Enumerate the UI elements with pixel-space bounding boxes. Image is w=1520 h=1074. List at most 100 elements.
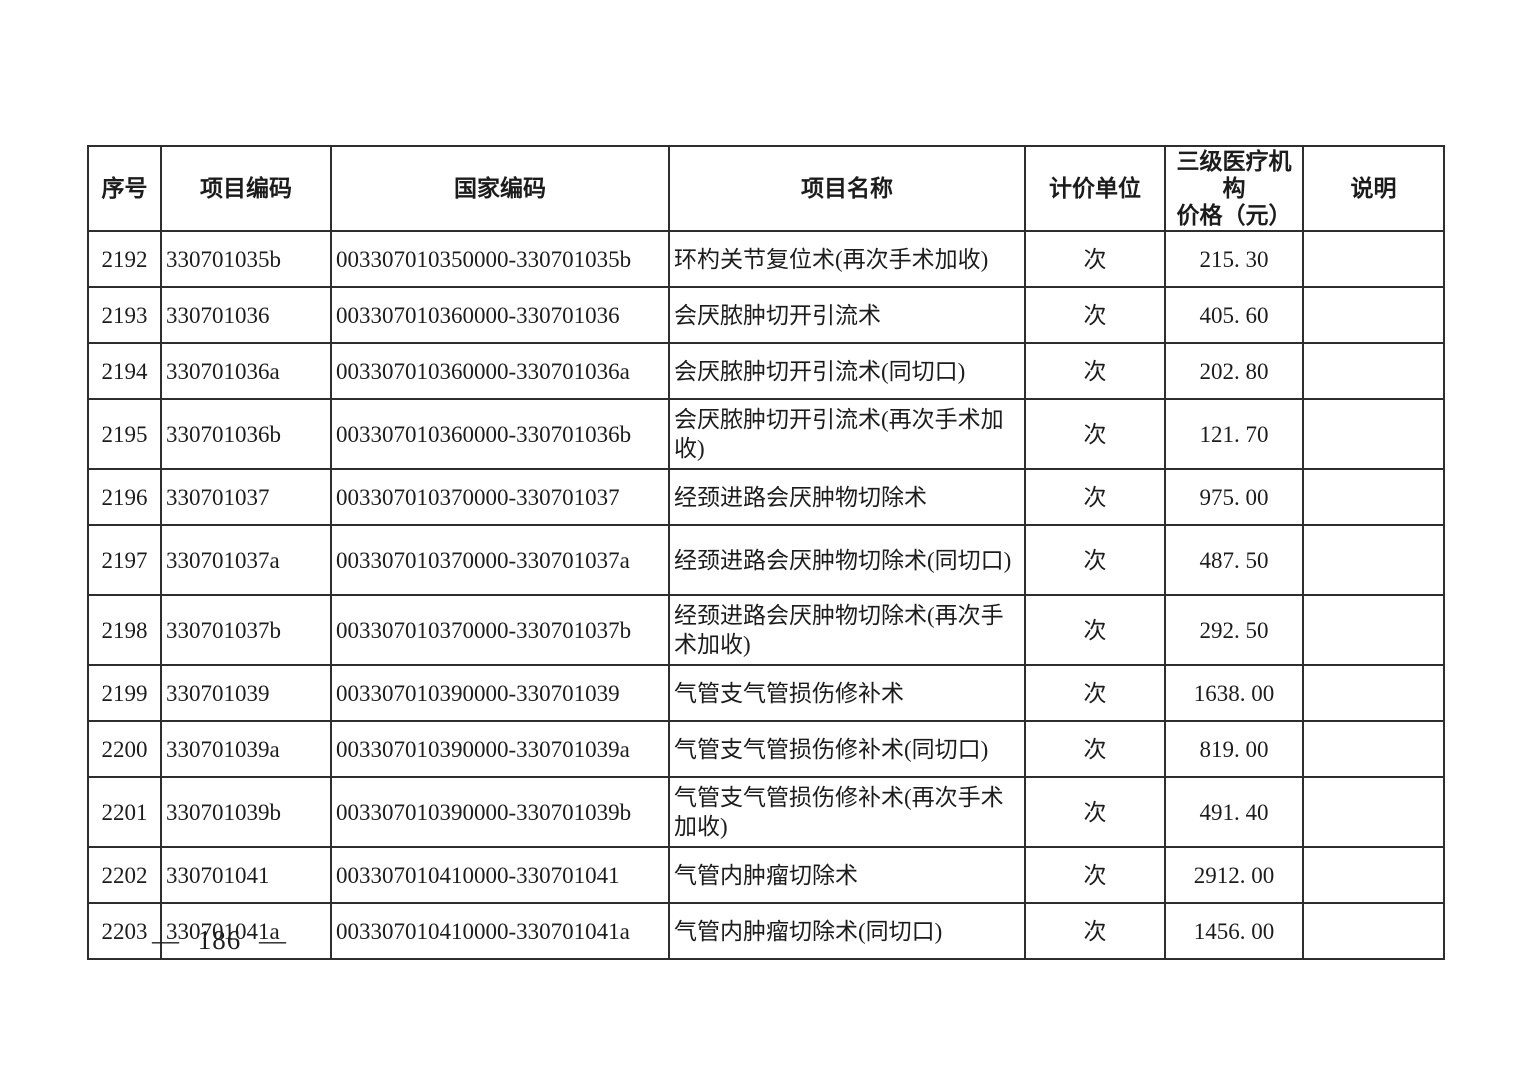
cell-price: 121. 70 [1164, 398, 1304, 470]
cell-seq: 2200 [87, 720, 162, 778]
table-row: 2193 330701036 003307010360000-330701036… [87, 286, 1445, 344]
cell-unit: 次 [1024, 342, 1166, 400]
cell-unit: 次 [1024, 594, 1166, 666]
cell-note [1302, 524, 1445, 596]
cell-unit: 次 [1024, 776, 1166, 848]
cell-price: 405. 60 [1164, 286, 1304, 344]
cell-price: 491. 40 [1164, 776, 1304, 848]
table-row: 2203 330701041a 003307010410000-33070104… [87, 902, 1445, 960]
cell-project-code: 330701036 [160, 286, 332, 344]
cell-project-code: 330701037b [160, 594, 332, 666]
table-row: 2201 330701039b 003307010390000-33070103… [87, 776, 1445, 848]
cell-unit: 次 [1024, 524, 1166, 596]
cell-national-code: 003307010370000-330701037 [330, 468, 670, 526]
table-row: 2192 330701035b 003307010350000-33070103… [87, 230, 1445, 288]
cell-note [1302, 846, 1445, 904]
cell-price: 2912. 00 [1164, 846, 1304, 904]
cell-project-code: 330701036a [160, 342, 332, 400]
cell-price: 1456. 00 [1164, 902, 1304, 960]
cell-national-code: 003307010370000-330701037b [330, 594, 670, 666]
header-note: 说明 [1302, 145, 1445, 232]
header-seq: 序号 [87, 145, 162, 232]
cell-price: 1638. 00 [1164, 664, 1304, 722]
cell-unit: 次 [1024, 398, 1166, 470]
cell-project-name: 气管支气管损伤修补术 [668, 664, 1026, 722]
cell-unit: 次 [1024, 720, 1166, 778]
cell-note [1302, 286, 1445, 344]
cell-national-code: 003307010370000-330701037a [330, 524, 670, 596]
cell-note [1302, 398, 1445, 470]
header-price-line2: 价格（元） [1176, 202, 1292, 228]
cell-note [1302, 720, 1445, 778]
cell-project-code: 330701039 [160, 664, 332, 722]
cell-unit: 次 [1024, 902, 1166, 960]
cell-national-code: 003307010360000-330701036a [330, 342, 670, 400]
cell-note [1302, 468, 1445, 526]
table-row: 2197 330701037a 003307010370000-33070103… [87, 524, 1445, 596]
cell-project-name: 会厌脓肿切开引流术(同切口) [668, 342, 1026, 400]
cell-national-code: 003307010390000-330701039a [330, 720, 670, 778]
header-price: 三级医疗机构 价格（元） [1164, 145, 1304, 232]
cell-project-name: 经颈进路会厌肿物切除术 [668, 468, 1026, 526]
cell-national-code: 003307010360000-330701036b [330, 398, 670, 470]
cell-seq: 2198 [87, 594, 162, 666]
cell-note [1302, 230, 1445, 288]
cell-national-code: 003307010390000-330701039b [330, 776, 670, 848]
header-project-code: 项目编码 [160, 145, 332, 232]
header-project-name: 项目名称 [668, 145, 1026, 232]
header-unit: 计价单位 [1024, 145, 1166, 232]
cell-project-name: 会厌脓肿切开引流术(再次手术加收) [668, 398, 1026, 470]
cell-project-code: 330701039b [160, 776, 332, 848]
cell-seq: 2199 [87, 664, 162, 722]
cell-seq: 2192 [87, 230, 162, 288]
cell-note [1302, 594, 1445, 666]
cell-price: 292. 50 [1164, 594, 1304, 666]
cell-seq: 2196 [87, 468, 162, 526]
cell-project-code: 330701035b [160, 230, 332, 288]
cell-seq: 2203 [87, 902, 162, 960]
cell-seq: 2193 [87, 286, 162, 344]
table-row: 2195 330701036b 003307010360000-33070103… [87, 398, 1445, 470]
cell-project-code: 330701037 [160, 468, 332, 526]
cell-note [1302, 664, 1445, 722]
cell-unit: 次 [1024, 286, 1166, 344]
cell-project-name: 气管支气管损伤修补术(同切口) [668, 720, 1026, 778]
cell-national-code: 003307010390000-330701039 [330, 664, 670, 722]
cell-seq: 2201 [87, 776, 162, 848]
cell-note [1302, 776, 1445, 848]
cell-national-code: 003307010350000-330701035b [330, 230, 670, 288]
cell-unit: 次 [1024, 846, 1166, 904]
cell-price: 487. 50 [1164, 524, 1304, 596]
cell-project-name: 会厌脓肿切开引流术 [668, 286, 1026, 344]
cell-project-code: 330701037a [160, 524, 332, 596]
cell-price: 202. 80 [1164, 342, 1304, 400]
cell-project-code: 330701041a [160, 902, 332, 960]
cell-note [1302, 902, 1445, 960]
cell-unit: 次 [1024, 468, 1166, 526]
cell-seq: 2194 [87, 342, 162, 400]
cell-project-name: 气管内肿瘤切除术(同切口) [668, 902, 1026, 960]
cell-seq: 2197 [87, 524, 162, 596]
cell-price: 975. 00 [1164, 468, 1304, 526]
cell-price: 215. 30 [1164, 230, 1304, 288]
header-national-code: 国家编码 [330, 145, 670, 232]
table-header: 序号 项目编码 国家编码 项目名称 计价单位 三级医疗机构 价格（元） 说明 [87, 145, 1445, 232]
cell-national-code: 003307010410000-330701041a [330, 902, 670, 960]
header-price-line1: 三级医疗机构 [1176, 148, 1292, 201]
cell-project-name: 气管内肿瘤切除术 [668, 846, 1026, 904]
cell-price: 819. 00 [1164, 720, 1304, 778]
cell-project-code: 330701039a [160, 720, 332, 778]
cell-project-name: 气管支气管损伤修补术(再次手术加收) [668, 776, 1026, 848]
cell-national-code: 003307010360000-330701036 [330, 286, 670, 344]
cell-project-name: 环杓关节复位术(再次手术加收) [668, 230, 1026, 288]
cell-seq: 2202 [87, 846, 162, 904]
table-row: 2196 330701037 003307010370000-330701037… [87, 468, 1445, 526]
footer-page-number: — 186 — [152, 925, 287, 955]
cell-project-code: 330701041 [160, 846, 332, 904]
cell-project-name: 经颈进路会厌肿物切除术(同切口) [668, 524, 1026, 596]
table-row: 2200 330701039a 003307010390000-33070103… [87, 720, 1445, 778]
table-row: 2194 330701036a 003307010360000-33070103… [87, 342, 1445, 400]
cell-seq: 2195 [87, 398, 162, 470]
cell-unit: 次 [1024, 230, 1166, 288]
